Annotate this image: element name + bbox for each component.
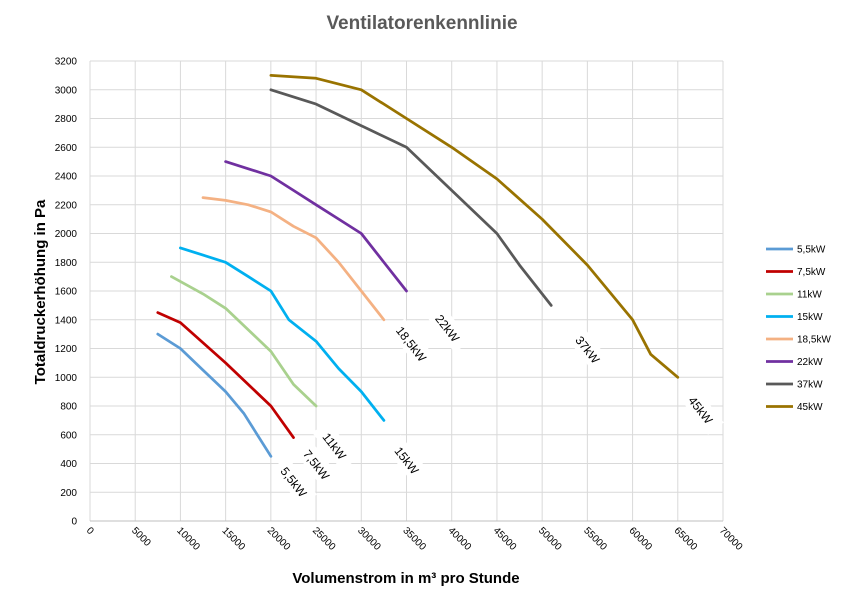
x-tick-label: 30000 bbox=[355, 525, 383, 553]
y-tick-label: 1400 bbox=[55, 315, 78, 326]
x-tick-label: 0 bbox=[84, 525, 96, 537]
y-tick-label: 600 bbox=[60, 430, 77, 441]
y-tick-label: 1200 bbox=[55, 344, 78, 355]
series-line-6 bbox=[269, 88, 553, 307]
series-line-1 bbox=[156, 311, 295, 439]
y-axis-title: Totaldruckerhöhung in Pa bbox=[32, 199, 49, 384]
legend-label-4: 18,5kW bbox=[797, 335, 831, 346]
x-tick-label: 20000 bbox=[265, 525, 293, 553]
curve-label-background bbox=[294, 439, 340, 490]
series-line-5 bbox=[224, 160, 408, 293]
curve-label-4: 18,5kW bbox=[389, 318, 435, 369]
x-tick-label: 50000 bbox=[536, 525, 564, 553]
y-tick-label: 0 bbox=[71, 517, 77, 528]
y-tick-label: 2400 bbox=[55, 172, 78, 183]
y-tick-label: 2000 bbox=[55, 229, 78, 240]
series-lines bbox=[156, 74, 680, 458]
y-tick-labels: 0 200 400 600 800 1000 1200 1400 1600 1800 2000 220… bbox=[55, 57, 78, 528]
y-tick-label: 3000 bbox=[55, 85, 78, 96]
legend-label-0: 5,5kW bbox=[797, 245, 826, 256]
legend-label-7: 45kW bbox=[797, 402, 823, 413]
curve-label-background bbox=[312, 420, 358, 471]
x-tick-label: 60000 bbox=[626, 525, 654, 553]
x-tick-label: 25000 bbox=[310, 525, 338, 553]
x-tick-label: 15000 bbox=[220, 525, 248, 553]
x-tick-label: 40000 bbox=[446, 525, 474, 553]
curve-label-background bbox=[425, 302, 471, 353]
curve-label-6: 37kW bbox=[565, 324, 611, 375]
y-tick-label: 800 bbox=[60, 402, 77, 413]
series-line-3 bbox=[179, 246, 386, 422]
legend-label-1: 7,5kW bbox=[797, 267, 826, 278]
x-tick-labels: 0 5000 10000 15000 20000 25000 30000 35000 40000… bbox=[84, 525, 745, 553]
x-tick-label: 45000 bbox=[491, 525, 519, 553]
legend: 5,5kW 7,5kW 11kW 15kW 18,5kW 22kW 37kW 45kW bbox=[766, 245, 831, 413]
curve-label-7: 45kW bbox=[678, 384, 724, 435]
legend-label-6: 37kW bbox=[797, 380, 823, 391]
y-tick-label: 1800 bbox=[55, 258, 78, 269]
curve-label-background bbox=[565, 324, 611, 375]
y-tick-label: 400 bbox=[60, 459, 77, 470]
y-tick-label: 3200 bbox=[55, 57, 78, 68]
curve-label-background bbox=[678, 384, 724, 435]
y-tick-label: 2800 bbox=[55, 114, 78, 125]
series-line-0 bbox=[156, 332, 273, 458]
series-line-2 bbox=[170, 275, 318, 408]
series-line-7 bbox=[269, 74, 680, 379]
y-tick-label: 200 bbox=[60, 488, 77, 499]
x-tick-label: 10000 bbox=[174, 525, 202, 553]
x-tick-label: 55000 bbox=[581, 525, 609, 553]
y-tick-label: 1600 bbox=[55, 287, 78, 298]
y-tick-label: 2600 bbox=[55, 143, 78, 154]
curve-label-background bbox=[384, 434, 430, 486]
x-tick-label: 65000 bbox=[672, 525, 700, 553]
curve-label-3: 15kW bbox=[384, 434, 430, 486]
legend-label-2: 11kW bbox=[797, 290, 822, 301]
curve-label-5: 22kW bbox=[425, 302, 471, 353]
y-tick-label: 2200 bbox=[55, 200, 78, 211]
legend-label-3: 15kW bbox=[797, 312, 823, 323]
curve-label-background bbox=[271, 456, 317, 507]
x-tick-label: 70000 bbox=[717, 525, 745, 553]
x-tick-label: 35000 bbox=[400, 525, 428, 553]
curve-label-background bbox=[389, 318, 435, 369]
series-line-4 bbox=[201, 196, 386, 322]
x-tick-label: 5000 bbox=[129, 525, 153, 549]
chart-title: Ventilatorenkennlinie bbox=[326, 13, 517, 34]
x-axis-title: Volumenstrom in m³ pro Stunde bbox=[292, 570, 519, 587]
y-tick-label: 1000 bbox=[55, 373, 78, 384]
legend-label-5: 22kW bbox=[797, 357, 823, 368]
